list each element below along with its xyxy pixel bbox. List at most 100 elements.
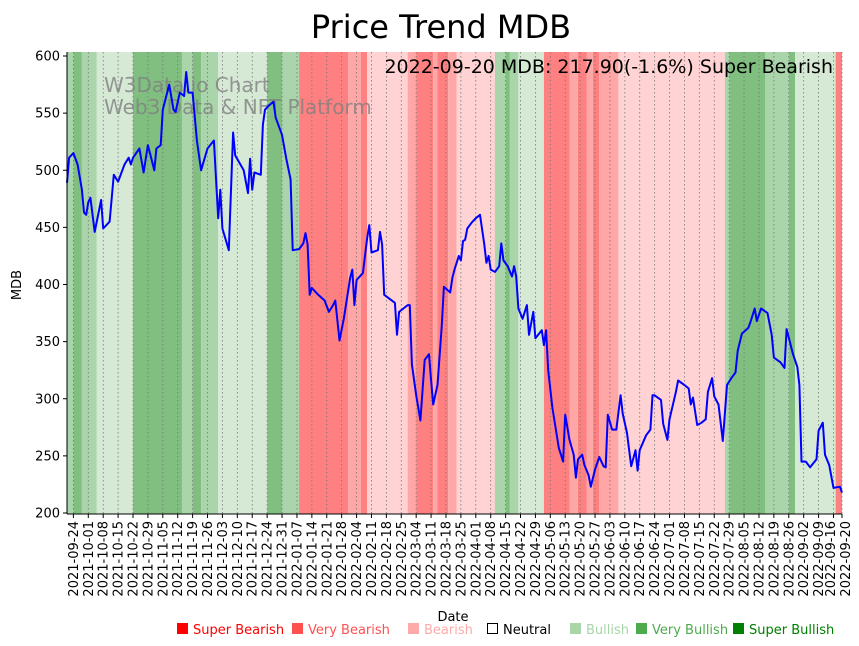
x-tick-label: 2022-01-07 — [290, 521, 305, 597]
legend-label: Super Bearish — [193, 623, 284, 638]
legend-label: Bullish — [586, 623, 629, 638]
y-tick-label: 600 — [35, 50, 60, 65]
band-very-bullish — [765, 52, 789, 514]
x-tick-label: 2022-01-21 — [320, 521, 335, 597]
band-very-bearish — [599, 52, 619, 514]
band-very-bullish — [724, 52, 730, 514]
band-very-bullish — [282, 52, 300, 514]
band-super-bullish — [267, 52, 283, 514]
x-tick-label: 2022-05-20 — [574, 521, 589, 597]
y-tick-label: 550 — [35, 107, 60, 122]
legend-swatch — [636, 623, 647, 634]
y-tick-label: 200 — [35, 507, 60, 522]
x-tick-label: 2022-02-18 — [380, 521, 395, 597]
x-tick-label: 2022-03-25 — [454, 521, 469, 597]
x-tick-label: 2022-07-08 — [678, 521, 693, 597]
band-super-bullish — [505, 52, 510, 514]
band-very-bearish — [586, 52, 593, 514]
x-tick-label: 2022-07-01 — [663, 521, 678, 597]
band-super-bearish — [592, 52, 600, 514]
y-axis-label: MDB — [10, 270, 25, 300]
x-tick-label: 2022-04-29 — [529, 521, 544, 597]
x-tick-label: 2021-11-05 — [156, 521, 171, 597]
x-tick-label: 2022-03-18 — [439, 521, 454, 597]
band-super-bearish — [543, 52, 570, 514]
sentiment-bands — [67, 52, 842, 514]
x-tick-label: 2022-05-13 — [559, 521, 574, 597]
x-tick-label: 2022-07-29 — [723, 521, 738, 597]
legend-item-super-bearish: Super Bearish — [177, 623, 284, 638]
x-tick-label: 2022-01-28 — [335, 521, 350, 597]
x-tick-label: 2022-08-26 — [782, 521, 797, 597]
legend-label: Bearish — [424, 623, 473, 638]
x-tick-label: 2022-04-22 — [514, 521, 529, 597]
band-super-bullish — [192, 52, 202, 514]
band-super-bullish — [729, 52, 766, 514]
x-tick-label: 2022-06-10 — [618, 521, 633, 597]
band-super-bullish — [133, 52, 182, 514]
legend-item-very-bullish: Very Bullish — [636, 623, 728, 638]
x-tick-label: 2022-05-06 — [544, 521, 559, 597]
band-bullish — [218, 52, 268, 514]
x-tick-label: 2021-12-31 — [276, 521, 291, 597]
x-tick-label: 2022-06-03 — [603, 521, 618, 597]
band-very-bullish — [67, 52, 74, 514]
x-tick-label: 2022-09-02 — [797, 521, 812, 597]
x-tick-label: 2022-03-11 — [425, 521, 440, 597]
legend: Super Bearish Very Bearish Bearish Neutral B… — [177, 623, 834, 638]
latest-price-annotation: 2022-09-20 MDB: 217.90(-1.6%) Super Bear… — [384, 56, 833, 78]
legend-swatch — [292, 623, 303, 634]
y-tick-label: 500 — [35, 164, 60, 179]
x-tick-label: 2022-07-22 — [708, 521, 723, 597]
band-very-bearish — [348, 52, 361, 514]
x-axis-ticks: 2021-09-24 2021-10-01 2021-10-08 2021-10-15… — [67, 514, 854, 597]
legend-item-bullish: Bullish — [570, 623, 629, 638]
x-tick-label: 2022-05-27 — [589, 521, 604, 597]
x-tick-label: 2021-12-10 — [231, 521, 246, 597]
x-tick-label: 2021-12-17 — [246, 521, 261, 597]
legend-label: Very Bullish — [652, 623, 728, 638]
x-tick-label: 2021-10-15 — [112, 521, 127, 597]
x-tick-label: 2022-09-09 — [812, 521, 827, 597]
legend-item-very-bearish: Very Bearish — [292, 623, 390, 638]
vertical-gridlines — [72, 52, 843, 514]
x-tick-label: 2022-08-05 — [738, 521, 753, 597]
x-tick-label: 2022-06-24 — [648, 521, 663, 597]
x-tick-label: 2022-03-04 — [410, 521, 425, 597]
legend-swatch — [177, 623, 188, 634]
x-tick-label: 2022-04-08 — [484, 521, 499, 597]
legend-swatch — [408, 623, 419, 634]
band-very-bullish — [81, 52, 97, 514]
band-very-bearish — [569, 52, 578, 514]
x-tick-label: 2021-10-29 — [141, 521, 156, 597]
x-tick-label: 2022-04-15 — [499, 521, 514, 597]
band-super-bearish — [437, 52, 449, 514]
band-super-bearish — [416, 52, 434, 514]
band-bullish — [795, 52, 836, 514]
legend-label: Neutral — [503, 623, 551, 638]
legend-label: Very Bearish — [308, 623, 390, 638]
legend-item-neutral: Neutral — [487, 623, 551, 638]
legend-swatch — [487, 623, 498, 634]
x-tick-label: 2021-09-24 — [67, 521, 82, 597]
band-super-bearish — [360, 52, 368, 514]
band-very-bearish — [407, 52, 417, 514]
x-tick-label: 2022-08-19 — [767, 521, 782, 597]
x-tick-label: 2021-11-12 — [171, 521, 186, 597]
x-tick-label: 2021-12-24 — [261, 521, 276, 597]
band-super-bearish — [299, 52, 349, 514]
chart-title: Price Trend MDB — [311, 8, 571, 46]
x-tick-label: 2022-01-14 — [305, 521, 320, 597]
x-tick-label: 2022-04-01 — [469, 521, 484, 597]
band-very-bullish — [201, 52, 219, 514]
y-tick-label: 350 — [35, 335, 60, 350]
x-tick-label: 2022-02-25 — [395, 521, 410, 597]
y-tick-label: 450 — [35, 221, 60, 236]
x-tick-label: 2022-09-16 — [824, 521, 839, 597]
band-very-bearish — [433, 52, 438, 514]
y-axis-ticks: 200 250 300 350 400 450 500 550 600 — [35, 50, 67, 522]
price-line — [66, 71, 843, 493]
x-tick-label: 2022-09-20 — [839, 521, 854, 597]
band-very-bullish — [181, 52, 193, 514]
